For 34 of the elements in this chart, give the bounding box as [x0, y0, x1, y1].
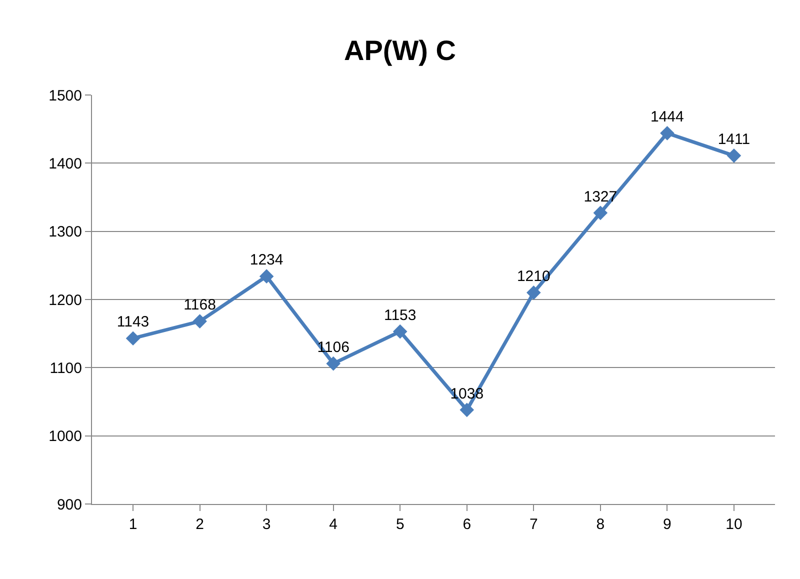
x-tick-label: 9	[663, 516, 672, 533]
point	[726, 148, 742, 163]
y-tick-label: 1400	[48, 155, 82, 172]
y-tick-label: 1200	[48, 292, 82, 309]
point	[593, 206, 608, 220]
x-tick-label: 6	[462, 516, 472, 533]
point	[259, 269, 274, 284]
point	[126, 331, 140, 346]
x-tick-label: 10	[726, 516, 742, 533]
y-tick-label: 1100	[50, 360, 82, 377]
point	[660, 126, 674, 140]
point	[392, 324, 408, 339]
y-tick-label: 1500	[48, 87, 82, 104]
y-tick-label: 1000	[48, 428, 82, 446]
y-tick-label: 900	[56, 496, 82, 514]
data-label: 1411	[718, 131, 750, 148]
data-label: 1234	[250, 252, 284, 269]
data-label: 1168	[184, 296, 216, 314]
data-label: 1153	[384, 306, 416, 324]
y-tick-label: 1300	[48, 224, 82, 241]
x-tick-label: 2	[196, 516, 204, 533]
point	[526, 286, 541, 300]
x-tick-label: 5	[396, 516, 404, 533]
x-tick-label: 8	[596, 516, 605, 533]
x-tick-label: 1	[128, 516, 138, 533]
point	[460, 402, 474, 418]
point	[326, 356, 340, 371]
data-label: 1143	[116, 314, 150, 331]
chart-title: AP(W) C	[344, 35, 456, 66]
point	[192, 314, 207, 328]
x-tick-label: 3	[262, 516, 271, 533]
x-tick-label: 4	[329, 516, 338, 533]
x-tick-label: 7	[529, 516, 538, 533]
data-label: 1444	[650, 108, 684, 126]
